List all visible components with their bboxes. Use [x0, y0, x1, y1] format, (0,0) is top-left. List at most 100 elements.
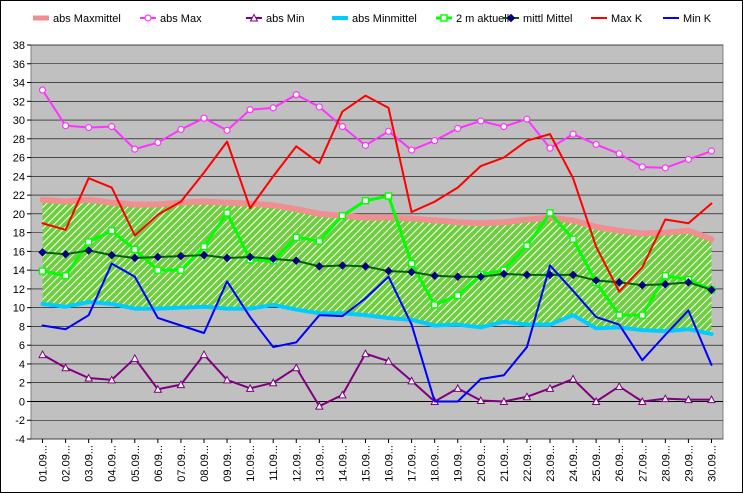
data-point-mittl-mittel	[84, 246, 94, 255]
x-tick-label: 02.09...	[61, 445, 73, 482]
legend-item-abs-minmittel: abs Minmittel	[332, 13, 417, 25]
data-point-mittl-mittel	[268, 254, 278, 264]
data-point-mittl-mittel	[314, 262, 324, 271]
x-tick-label: 04.09...	[107, 445, 119, 482]
series-max-k	[41, 94, 713, 293]
data-point-mittl-mittel	[61, 249, 70, 259]
data-point-mittl-mittel	[684, 277, 693, 287]
y-tick-label: 20	[13, 209, 25, 221]
series-line-min-k	[41, 262, 713, 403]
data-point-mittl-mittel	[107, 250, 117, 260]
data-point-abs-min	[407, 376, 416, 385]
data-point-mittl-mittel	[176, 251, 186, 261]
y-tick-label: 16	[13, 246, 25, 258]
legend-label: Max K	[611, 13, 643, 25]
data-point-abs-min	[707, 395, 716, 404]
y-tick-label: 32	[13, 96, 25, 108]
legend: abs Maxmittel abs Max abs Min abs Minmittel…	[33, 13, 712, 25]
y-tick-label: 28	[13, 134, 25, 146]
y-tick-label: 38	[13, 40, 25, 52]
x-tick-label: 16.09...	[384, 445, 396, 482]
data-point-abs-min	[614, 381, 624, 390]
data-point-abs-max	[361, 141, 370, 149]
data-point-mittl-mittel	[130, 253, 140, 263]
x-tick-label: 22.09...	[522, 445, 534, 482]
y-tick-label: 12	[13, 284, 25, 296]
data-point-2-m-aktuell	[177, 266, 185, 274]
data-point-2-m-aktuell	[84, 238, 93, 246]
range-band	[42, 199, 712, 334]
data-point-2-m-aktuell	[38, 267, 47, 275]
x-tick-label: 25.09...	[591, 445, 603, 482]
legend-label: Min K	[683, 13, 712, 25]
data-point-mittl-mittel	[222, 253, 232, 263]
data-point-mittl-mittel	[522, 270, 532, 280]
y-tick-label: 6	[19, 340, 25, 352]
data-point-abs-min	[660, 394, 670, 403]
x-tick-label: 29.09...	[683, 445, 695, 482]
data-point-abs-max	[431, 137, 439, 145]
data-point-abs-max	[384, 127, 393, 135]
series-abs-max	[38, 86, 716, 172]
legend-item-max-k: Max K	[591, 13, 643, 25]
data-point-2-m-aktuell	[108, 227, 116, 235]
data-point-2-m-aktuell	[361, 197, 370, 205]
data-point-abs-min	[153, 384, 163, 393]
series-line-2-m-aktuell	[41, 194, 713, 317]
legend-marker	[249, 13, 259, 22]
data-point-mittl-mittel	[476, 272, 486, 282]
y-tick-label: -2	[15, 415, 25, 427]
data-point-abs-min	[222, 375, 232, 384]
plot-area: -4-2024681012141618202224262830323436380…	[13, 40, 724, 482]
x-tick-label: 30.09...	[706, 445, 718, 482]
data-point-mittl-mittel	[245, 252, 255, 262]
y-tick-label: 8	[19, 321, 25, 333]
data-point-abs-min	[199, 350, 209, 359]
data-point-mittl-mittel	[153, 252, 163, 262]
x-tick-label: 12.09...	[291, 445, 303, 482]
data-point-abs-max	[108, 123, 116, 131]
data-point-2-m-aktuell	[200, 242, 208, 251]
data-point-2-m-aktuell	[638, 311, 646, 319]
x-tick-label: 09.09...	[222, 445, 234, 482]
legend-marker	[506, 13, 516, 23]
x-tick-label: 11.09...	[268, 445, 280, 481]
data-point-2-m-aktuell	[292, 233, 300, 242]
data-point-abs-max	[223, 126, 231, 134]
data-point-abs-max	[546, 144, 554, 152]
x-tick-label: 20.09...	[476, 445, 488, 482]
data-point-abs-min	[107, 375, 117, 384]
data-point-mittl-mittel	[499, 269, 509, 279]
data-point-abs-max	[177, 125, 185, 134]
data-point-mittl-mittel	[660, 279, 670, 289]
legend-marker	[440, 14, 448, 22]
data-point-abs-min	[176, 380, 186, 389]
data-point-mittl-mittel	[453, 272, 463, 282]
legend-label: abs Minmittel	[352, 13, 417, 25]
series-line-abs-maxmittel	[39, 196, 715, 243]
data-point-abs-min	[568, 374, 578, 383]
series-line-abs-minmittel	[40, 300, 714, 336]
data-point-2-m-aktuell	[615, 311, 623, 319]
x-tick-label: 03.09...	[84, 445, 96, 482]
data-point-2-m-aktuell	[430, 301, 439, 309]
x-tick-label: 10.09...	[245, 445, 257, 482]
data-point-2-m-aktuell	[338, 212, 347, 220]
y-tick-label: 14	[13, 265, 25, 277]
data-point-2-m-aktuell	[61, 272, 70, 280]
data-point-mittl-mittel	[568, 270, 578, 280]
data-point-2-m-aktuell	[569, 235, 577, 243]
x-tick-label: 19.09...	[453, 445, 465, 482]
x-tick-label: 21.09...	[499, 445, 511, 482]
legend-item-abs-maxmittel: abs Maxmittel	[33, 13, 121, 25]
x-tick-label: 26.09...	[614, 445, 626, 482]
data-point-mittl-mittel	[591, 276, 601, 285]
y-tick-label: -4	[15, 434, 25, 446]
series-abs-maxmittel	[39, 196, 715, 243]
data-point-abs-max	[500, 123, 508, 131]
data-point-abs-max	[408, 146, 416, 154]
y-tick-label: 36	[13, 59, 25, 71]
data-point-abs-max	[246, 106, 254, 114]
data-point-abs-min	[684, 395, 693, 404]
series-line-max-k	[41, 94, 713, 293]
